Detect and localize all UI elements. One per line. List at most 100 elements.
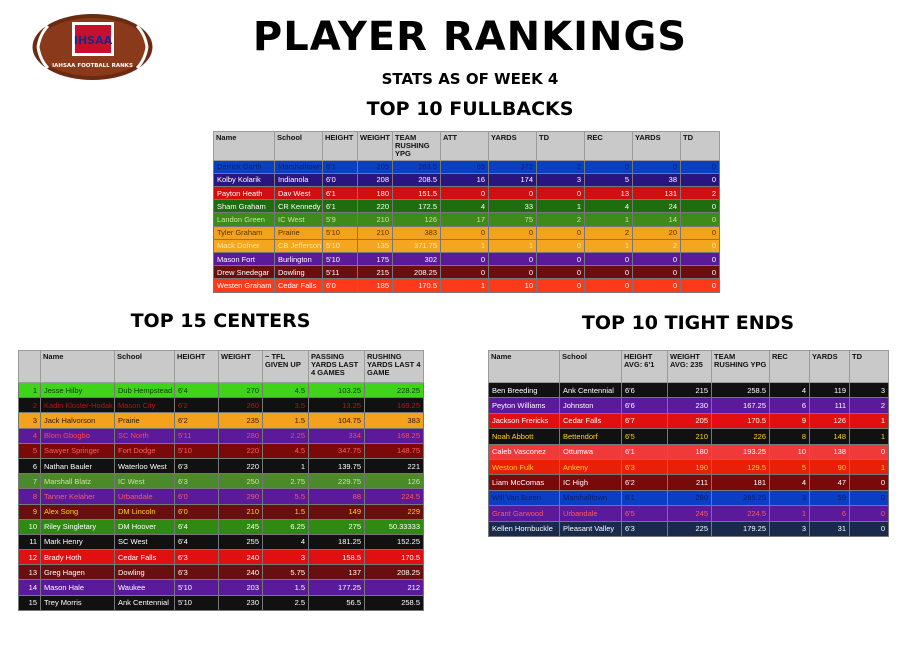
table-cell: 229.75 <box>308 473 365 490</box>
table-cell: 5'10 <box>322 225 358 240</box>
table-cell: 10 <box>769 443 810 460</box>
table-cell: 1 <box>536 199 585 214</box>
table-cell: 5'10 <box>322 238 358 253</box>
table-cell: 6 <box>809 505 850 522</box>
table-cell: 75 <box>488 212 537 227</box>
table-cell: 6 <box>769 397 810 414</box>
table-cell: 0 <box>440 251 489 267</box>
table-cell: 220 <box>357 199 393 214</box>
table-cell: 275 <box>308 518 365 535</box>
table-cell: 9 <box>769 412 810 430</box>
table-cell: 6'4 <box>174 533 219 551</box>
column-header: TD <box>680 131 720 161</box>
table-cell: Tanner Kelaher <box>40 488 115 505</box>
table-cell: 0 <box>536 265 585 280</box>
table-cell: 6'2 <box>174 397 219 414</box>
table-cell: 0 <box>680 225 720 240</box>
table-cell: 211 <box>667 474 712 491</box>
table-cell: 129.5 <box>711 458 770 476</box>
table-cell: 47 <box>809 474 850 491</box>
table-row: 15 Trey Morris Ank Centennial 5'10 230 2.5 56.… <box>18 594 424 611</box>
table-cell: Westen Graham <box>213 278 275 293</box>
table-cell: 13 <box>584 185 633 201</box>
table-row: 5 Sawyer Springer Fort Dodge 5'10 220 4.5 347.… <box>18 442 424 459</box>
table-cell: 6'5 <box>621 428 668 445</box>
table-cell: Ottumwa <box>559 443 622 460</box>
table-cell: 16 <box>440 172 489 188</box>
table-cell: 212 <box>364 579 424 596</box>
table-cell: Marshalltown <box>274 159 323 174</box>
table-cell: 205 <box>357 159 393 174</box>
table-cell: Ben Breeding <box>488 381 560 399</box>
table-cell: 158.5 <box>308 549 365 566</box>
table-cell: 2 <box>536 212 585 227</box>
table-cell: 220 <box>218 442 263 459</box>
table-cell: 0 <box>536 238 585 253</box>
table-cell: 224.5 <box>364 488 424 505</box>
table-cell: IC West <box>274 212 323 227</box>
table-row: Kellen Hornbuckle Pleasant Valley 6'3 225 17… <box>488 520 889 537</box>
table-cell: 0 <box>440 185 489 201</box>
column-header: HEIGHT AVG: 6'1 <box>621 350 668 383</box>
table-cell: 31 <box>809 520 850 537</box>
table-cell: 13 <box>18 564 41 581</box>
table-cell: 170.5 <box>364 549 424 566</box>
table-header-row: Name School HEIGHT WEIGHT ~ TFL GIVEN UP PASS… <box>18 350 424 383</box>
table-row: 4 Blom Gbogbo SC North 5'11 280 2.25 334 168.25 <box>18 427 424 444</box>
table-cell: 6'0 <box>322 278 358 293</box>
table-cell: 283.5 <box>392 159 441 174</box>
column-header: School <box>114 350 175 383</box>
table-cell: 6'3 <box>174 457 219 475</box>
table-cell: 10 <box>18 518 41 535</box>
column-header: HEIGHT <box>174 350 219 383</box>
table-cell: 208.25 <box>392 265 441 280</box>
table-cell: 6'0 <box>174 488 219 505</box>
table-cell: 371.75 <box>392 238 441 253</box>
column-header: TD <box>849 350 889 383</box>
table-cell: 181.25 <box>308 533 365 551</box>
table-cell: 139.75 <box>308 457 365 475</box>
table-cell: 56.5 <box>308 594 365 611</box>
table-cell: 172.5 <box>392 199 441 214</box>
table-cell: 2 <box>536 159 585 174</box>
table-cell: 4 <box>18 427 41 444</box>
table-cell: 210 <box>667 428 712 445</box>
table-cell: 3 <box>849 381 889 399</box>
column-header: WEIGHT <box>218 350 263 383</box>
table-cell: 1 <box>584 238 633 253</box>
table-row: Landon Green IC West 5'9 210 126 17 75 2 1 14 0 <box>213 212 720 227</box>
table-row: Weston Fulk Ankeny 6'3 190 129.5 5 90 1 <box>488 458 889 476</box>
table-cell: Ankeny <box>559 458 622 476</box>
table-cell: Bettendorf <box>559 428 622 445</box>
table-row: 9 Alex Song DM Lincoln 6'0 210 1.5 149 229 <box>18 503 424 520</box>
table-cell: 6'1 <box>621 489 668 507</box>
table-cell: Trey Morris <box>40 594 115 611</box>
table-cell: 6'3 <box>621 458 668 476</box>
table-cell: 0 <box>584 159 633 174</box>
table-cell: 0 <box>632 251 681 267</box>
table-cell: Mark Henry <box>40 533 115 551</box>
table-row: Liam McComas IC High 6'2 211 181 4 47 0 <box>488 474 889 491</box>
table-cell: Urbandale <box>114 488 175 505</box>
table-cell: 103.25 <box>308 381 365 399</box>
table-cell: 1 <box>440 278 489 293</box>
table-cell: 383 <box>392 225 441 240</box>
table-cell: 6'2 <box>621 474 668 491</box>
table-cell: 0 <box>680 159 720 174</box>
table-row: Payton Heath Dav West 6'1 180 151.5 0 0 0 13 131 2 <box>213 185 720 201</box>
table-cell: 208.5 <box>392 172 441 188</box>
table-cell: Brady Hoth <box>40 549 115 566</box>
table-cell: 3.5 <box>262 397 309 414</box>
table-cell: 215 <box>667 381 712 399</box>
table-cell: 5.5 <box>262 488 309 505</box>
table-cell: 205 <box>667 412 712 430</box>
table-cell: 1.5 <box>262 579 309 596</box>
table-cell: 169.25 <box>364 397 424 414</box>
fullbacks-table: Name School HEIGHT WEIGHT TEAM RUSHING YPG AT… <box>213 131 720 293</box>
table-cell: 0 <box>849 489 889 507</box>
table-cell: 4 <box>769 474 810 491</box>
table-cell: 167.25 <box>711 397 770 414</box>
table-cell: Landon Green <box>213 212 275 227</box>
table-cell: 0 <box>488 265 537 280</box>
table-cell: 0 <box>440 225 489 240</box>
